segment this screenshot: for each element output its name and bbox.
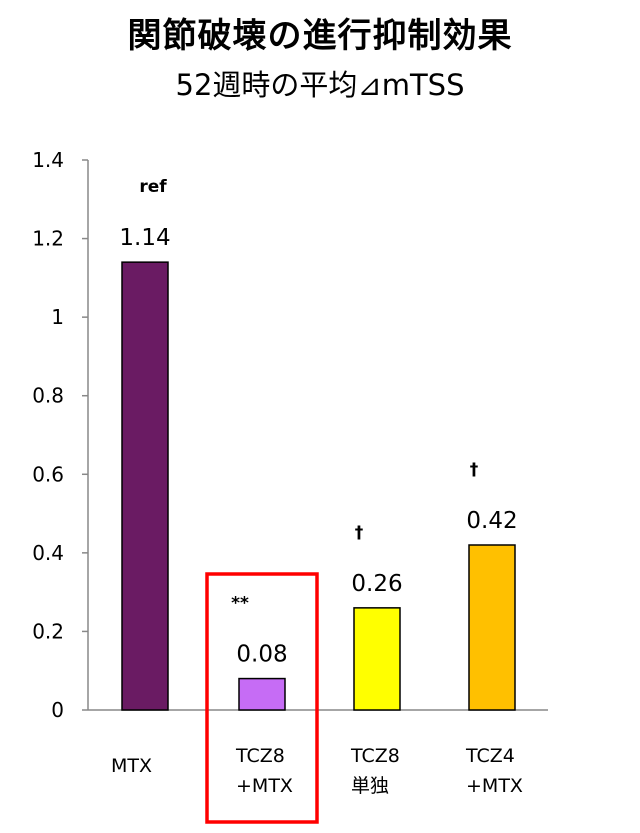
bar bbox=[121, 261, 169, 711]
highlight-box bbox=[205, 572, 319, 824]
data-label: 0.42 bbox=[466, 508, 517, 534]
y-tick-label: 1.4 bbox=[32, 148, 64, 172]
significance-label: ref bbox=[139, 177, 167, 197]
y-tick-label: 1.2 bbox=[32, 227, 64, 251]
x-category-label: TCZ8 bbox=[350, 745, 400, 767]
data-label: 0.08 bbox=[236, 642, 287, 668]
bar bbox=[238, 677, 286, 711]
bar bbox=[468, 544, 516, 711]
x-category-label: TCZ4 bbox=[465, 745, 515, 767]
y-tick-label: 0.6 bbox=[32, 462, 64, 486]
y-tick-label: 0.8 bbox=[32, 384, 64, 408]
x-category-label: +MTX bbox=[236, 775, 293, 797]
y-tick-label: 1 bbox=[51, 305, 64, 329]
significance-label: ** bbox=[231, 594, 249, 614]
chart-subtitle: 52週時の平均⊿mTSS bbox=[175, 68, 465, 102]
y-tick-label: 0 bbox=[51, 698, 64, 722]
y-tick-label: 0.2 bbox=[32, 619, 64, 643]
bar bbox=[353, 607, 401, 711]
y-tick-label: 0.4 bbox=[32, 541, 64, 565]
data-label: 0.26 bbox=[351, 571, 402, 597]
x-category-label: 単独 bbox=[351, 775, 389, 797]
x-category-label: MTX bbox=[111, 755, 152, 777]
significance-label: † bbox=[470, 460, 479, 480]
data-label: 1.14 bbox=[119, 225, 170, 251]
x-category-label: TCZ8 bbox=[235, 745, 285, 767]
chart-title: 関節破壊の進行抑制効果 bbox=[127, 16, 513, 56]
x-category-label: +MTX bbox=[466, 775, 523, 797]
significance-label: † bbox=[355, 523, 364, 543]
